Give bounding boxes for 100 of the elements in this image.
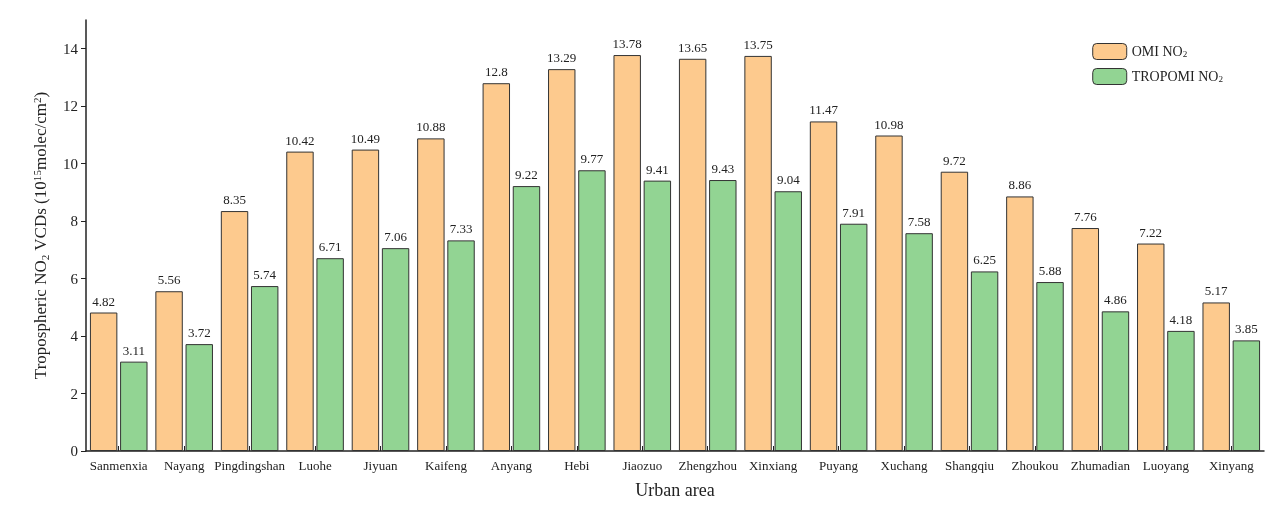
data-label: 9.43 (711, 161, 735, 177)
data-label: 7.33 (449, 221, 473, 237)
bar (381, 248, 410, 451)
bar (447, 240, 475, 451)
x-tick-label: Zhengzhou (678, 458, 738, 473)
bar (417, 138, 445, 451)
data-label: 12.8 (484, 64, 508, 80)
y-tick-label: 8 (70, 213, 78, 230)
bar (1101, 311, 1130, 451)
x-axis-title: Urban area (635, 480, 715, 500)
data-label: 8.35 (223, 192, 246, 208)
bar (1071, 228, 1100, 451)
bar (875, 135, 903, 451)
data-label: 9.04 (776, 172, 801, 188)
bar (709, 180, 737, 451)
x-tick-label: Kaifeng (425, 458, 468, 473)
x-tick-label: Shangqiu (944, 458, 995, 473)
data-label: 4.82 (92, 293, 116, 309)
x-tick-label: Zhumadian (1070, 458, 1131, 473)
bar (809, 121, 838, 451)
data-label: 5.56 (157, 272, 181, 288)
bar (482, 83, 511, 451)
bar (1006, 196, 1034, 451)
data-label: 7.58 (907, 214, 931, 230)
y-axis-title: Tropospheric NO2 VCDs (1015molec/cm2) (30, 91, 51, 380)
bar (185, 344, 213, 451)
x-tick-label: Luoyang (1142, 458, 1190, 473)
y-tick-label: 6 (70, 270, 79, 287)
bar (512, 186, 541, 451)
bar (839, 223, 868, 451)
y-tick-label: 14 (63, 40, 79, 57)
data-label: 7.06 (384, 229, 408, 245)
bar (744, 55, 772, 451)
bar (970, 271, 999, 451)
bar (643, 180, 672, 451)
x-tick-label: Puyang (819, 458, 859, 473)
bar (774, 191, 802, 451)
data-label: 9.72 (943, 152, 966, 168)
bar (351, 149, 380, 451)
bar (89, 312, 118, 451)
x-tick-label: Nayang (163, 458, 205, 473)
bar (316, 258, 344, 451)
data-label: 10.49 (350, 130, 381, 146)
data-label: 5.74 (253, 267, 277, 283)
bar (1167, 330, 1195, 451)
bar (548, 69, 576, 451)
bar (250, 286, 279, 451)
data-label: 13.78 (612, 36, 642, 52)
data-label: 7.91 (842, 204, 866, 220)
bar (1137, 243, 1165, 451)
data-label: 8.86 (1008, 177, 1032, 193)
data-label: 11.47 (809, 102, 839, 118)
bar (1202, 302, 1230, 451)
x-tick-label: Sanmenxia (89, 458, 148, 473)
y-tick-label: 10 (63, 155, 78, 172)
data-label: 13.29 (547, 50, 577, 66)
bar (1232, 340, 1261, 451)
bar (155, 291, 183, 451)
data-label: 10.98 (874, 116, 904, 132)
bar (220, 211, 249, 451)
bar (613, 55, 641, 451)
data-label: 4.18 (1169, 311, 1193, 327)
data-label: 6.71 (318, 239, 342, 255)
x-tick-label: Xinxiang (748, 458, 798, 473)
x-tick-label: Anyang (490, 458, 533, 473)
bar (120, 361, 148, 451)
x-tick-label: Xinyang (1208, 458, 1255, 473)
data-label: 9.77 (580, 151, 604, 167)
data-label: 5.88 (1038, 263, 1062, 279)
x-tick-label: Xuchang (880, 458, 929, 473)
x-tick-label: Jiyuan (363, 458, 398, 473)
x-tick-label: Pingdingshan (214, 458, 286, 473)
y-tick-label: 4 (70, 328, 79, 345)
x-tick-label: Zhoukou (1011, 458, 1059, 473)
data-label: 10.88 (416, 119, 446, 135)
legend-label: OMI NO2 (1131, 44, 1188, 59)
data-label: 6.25 (973, 252, 996, 268)
data-label: 10.42 (285, 132, 315, 148)
data-label: 13.65 (678, 39, 708, 55)
data-label: 3.11 (122, 342, 145, 358)
bar (286, 151, 314, 451)
data-label: 3.72 (187, 325, 211, 341)
x-tick-label: Hebi (564, 458, 590, 473)
data-label: 3.85 (1234, 321, 1258, 337)
data-label: 7.22 (1139, 224, 1163, 240)
data-label: 9.41 (645, 161, 669, 177)
data-label: 13.75 (743, 36, 773, 52)
legend-label: TROPOMI NO2 (1131, 69, 1224, 84)
data-label: 9.22 (515, 167, 538, 183)
y-tick-label: 12 (63, 98, 78, 115)
y-tick-label: 0 (70, 443, 78, 459)
x-tick-label: Luohe (298, 458, 332, 473)
data-label: 4.86 (1104, 292, 1128, 308)
bar (1036, 282, 1064, 451)
bar (578, 170, 606, 451)
bar (940, 171, 969, 451)
y-tick-label: 2 (70, 385, 78, 402)
bar (905, 233, 933, 451)
data-label: 5.17 (1204, 283, 1229, 299)
x-tick-label: Jiaozuo (622, 458, 663, 473)
